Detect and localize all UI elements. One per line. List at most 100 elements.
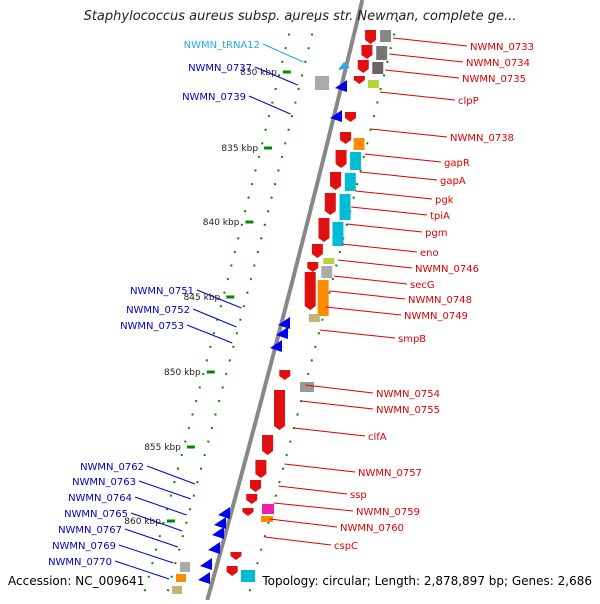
right-label-leader: [319, 329, 396, 339]
reverse-gene-block: [330, 110, 342, 122]
forward-gene-block: [345, 112, 357, 122]
feature-block: [372, 62, 384, 74]
right-gene-label: clfA: [368, 432, 387, 443]
left-label-leader: [262, 43, 304, 63]
feature-block: [180, 562, 190, 572]
right-label-leader: [385, 69, 460, 79]
reverse-gene-block: [335, 80, 347, 92]
map-title: Staphylococcus aureus subsp. aureus str.…: [83, 9, 517, 24]
feature-block: [262, 504, 274, 514]
right-label-leader: [370, 128, 448, 138]
forward-gene-block: [279, 370, 291, 380]
left-label-leader: [118, 544, 174, 564]
forward-gene-block: [340, 132, 352, 144]
reverse-gene-block: [200, 558, 212, 570]
feature-block: [172, 586, 182, 594]
left-label-leader: [196, 289, 242, 309]
scale-label: 835 kbp: [221, 144, 258, 154]
feature-block: [353, 138, 365, 150]
feature-block: [332, 222, 344, 246]
right-gene-label: clpP: [458, 96, 479, 107]
right-label-leader: [341, 243, 418, 253]
right-label-leader: [333, 275, 408, 285]
feature-block: [315, 76, 329, 90]
right-gene-label: NWMN_0760: [340, 523, 404, 534]
left-gene-label: NWMN_0753: [120, 321, 184, 332]
forward-gene-block: [262, 435, 274, 455]
forward-gene-block: [246, 494, 258, 504]
right-gene-label: secG: [410, 280, 435, 291]
left-label-leader: [192, 308, 237, 328]
feature-block: [339, 194, 351, 220]
reverse-gene-block: [270, 340, 282, 352]
right-label-leader: [264, 536, 332, 546]
left-label-leader: [124, 528, 179, 548]
right-gene-label: tpiA: [430, 211, 450, 222]
left-gene-label: NWMN_0762: [80, 462, 144, 473]
left-gene-label: NWMN_0769: [52, 541, 116, 552]
forward-gene-block: [274, 390, 286, 430]
feature-block: [323, 258, 335, 264]
forward-gene-block: [330, 172, 342, 190]
forward-gene-block: [311, 244, 323, 258]
feature-block: [300, 382, 314, 392]
forward-gene-block: [361, 45, 373, 59]
forward-gene-block: [250, 480, 262, 492]
right-label-leader: [293, 427, 366, 437]
forward-gene-block: [230, 552, 242, 560]
feature-block: [241, 570, 255, 582]
right-label-leader: [364, 153, 442, 163]
feature-block: [344, 173, 356, 191]
left-gene-label: NWMN_0767: [58, 525, 122, 536]
right-gene-label: NWMN_0754: [376, 389, 440, 400]
forward-gene-block: [226, 566, 238, 576]
right-label-leader: [393, 37, 468, 47]
left-gene-label: NWMN_0751: [130, 286, 194, 297]
left-gene-label: NWMN_0770: [48, 557, 112, 568]
right-gene-label: pgm: [425, 228, 447, 239]
scale-label: 860 kbp: [124, 517, 161, 527]
feature-block: [317, 280, 329, 316]
feature-block: [308, 314, 320, 322]
right-gene-label: pgk: [435, 195, 454, 206]
right-label-leader: [337, 259, 413, 269]
left-label-leader: [146, 465, 196, 485]
right-gene-label: gapA: [440, 176, 466, 187]
accession-text: Accession: NC_009641: [8, 574, 145, 588]
right-label-leader: [305, 384, 374, 394]
feature-block: [380, 30, 392, 42]
scale-label: 850 kbp: [164, 368, 201, 378]
right-gene-label: gapR: [444, 158, 470, 169]
right-label-leader: [346, 223, 423, 233]
reverse-gene-block: [198, 572, 210, 584]
right-label-leader: [278, 485, 348, 495]
right-label-leader: [301, 400, 374, 410]
right-label-leader: [360, 171, 438, 181]
left-label-leader: [186, 324, 233, 344]
reverse-gene-block: [208, 542, 220, 554]
scale-label: 840 kbp: [203, 218, 240, 228]
right-label-leader: [284, 463, 356, 473]
right-gene-label: NWMN_0746: [415, 264, 479, 275]
left-label-leader: [114, 560, 170, 580]
right-label-leader: [379, 91, 456, 101]
left-gene-label: NWMN_0764: [68, 493, 132, 504]
right-gene-label: NWMN_0757: [358, 468, 422, 479]
forward-gene-block: [353, 76, 365, 84]
forward-gene-block: [318, 218, 330, 242]
feature-block: [367, 80, 379, 88]
left-gene-label: NWMN_0765: [64, 509, 128, 520]
scale-label: 830 kbp: [240, 68, 277, 78]
forward-gene-block: [304, 272, 316, 310]
feature-block: [350, 152, 362, 170]
left-label-leader: [130, 512, 183, 532]
forward-gene-block: [357, 60, 369, 73]
genome-backbone: [205, 0, 365, 601]
scale-label: 855 kbp: [144, 443, 181, 453]
outer-tick-track: [142, 19, 294, 597]
right-gene-label: smpB: [398, 334, 426, 345]
inner-tick-track: [165, 19, 317, 597]
forward-gene-block: [335, 150, 347, 168]
right-label-leader: [351, 206, 428, 216]
right-gene-label: NWMN_0735: [462, 74, 526, 85]
